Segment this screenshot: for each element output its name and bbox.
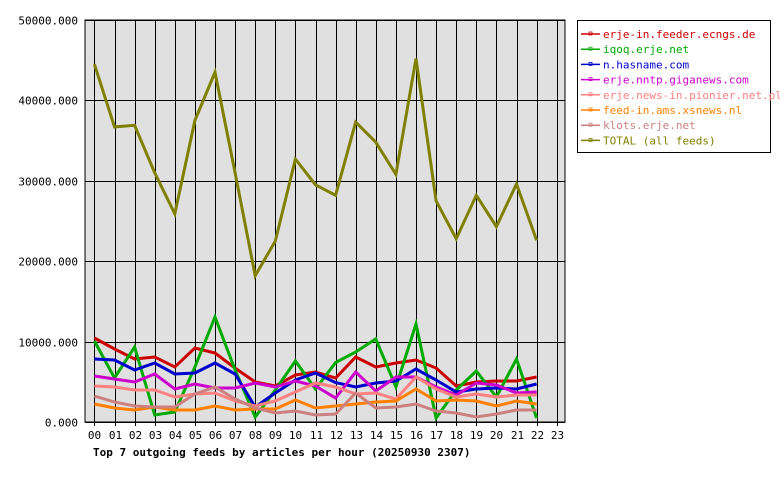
y-axis: 0.000 10000.000 20000.000 30000.000 40000.00… <box>18 15 78 430</box>
legend-marker-icon <box>588 137 593 142</box>
legend: erje-in.feeder.ecngs.de iqoq.erje.net n.ha… <box>577 20 780 153</box>
legend-label: erje.nntp.giganews.com <box>603 74 749 87</box>
x-tick-label: 15 <box>390 429 403 442</box>
series-lines <box>92 58 539 422</box>
x-tick-label: 08 <box>249 429 262 442</box>
x-tick-label: 03 <box>149 429 162 442</box>
chart-title: Top 7 outgoing feeds by articles per hou… <box>93 446 471 459</box>
plot-background <box>85 20 565 422</box>
legend-box <box>577 20 771 153</box>
legend-marker-icon <box>588 107 593 112</box>
y-tick-label: 50000.000 <box>18 15 78 28</box>
x-tick-label: 13 <box>350 429 363 442</box>
plot-frame <box>84 19 566 423</box>
x-axis: 00 01 02 03 04 05 06 07 08 09 10 11 12 13 14 15 16 17 18 19… <box>88 429 564 442</box>
x-tick-label: 21 <box>511 429 524 442</box>
x-tick-label: 04 <box>169 429 183 442</box>
legend-marker-icon <box>588 46 593 51</box>
x-tick-label: 01 <box>109 429 122 442</box>
x-tick-label: 14 <box>370 429 384 442</box>
x-tick-label: 02 <box>129 429 142 442</box>
legend-label: erje-in.feeder.ecngs.de <box>603 28 755 41</box>
x-tick-label: 19 <box>470 429 483 442</box>
x-tick-label: 07 <box>229 429 242 442</box>
legend-marker-icon <box>588 92 593 97</box>
x-tick-label: 23 <box>551 429 564 442</box>
x-tick-label: 10 <box>289 429 302 442</box>
x-tick-label: 12 <box>330 429 343 442</box>
x-tick-label: 22 <box>531 429 544 442</box>
legend-marker-icon <box>588 31 593 36</box>
x-tick-label: 16 <box>410 429 423 442</box>
y-tick-label: 0.000 <box>45 417 78 430</box>
legend-label: iqoq.erje.net <box>603 43 689 56</box>
x-tick-label: 18 <box>450 429 463 442</box>
legend-marker-icon <box>588 62 593 66</box>
legend-marker-icon <box>588 77 593 81</box>
legend-label: feed-in.ams.xsnews.nl <box>603 104 742 117</box>
legend-marker-icon <box>588 122 593 127</box>
x-tick-label: 05 <box>189 429 202 442</box>
x-tick-label: 20 <box>490 429 503 442</box>
x-tick-label: 17 <box>430 429 443 442</box>
x-tick-label: 00 <box>88 429 101 442</box>
legend-label: TOTAL (all feeds) <box>603 134 716 147</box>
x-tick-label: 11 <box>310 429 323 442</box>
y-tick-label: 30000.000 <box>18 176 78 189</box>
x-tick-label: 06 <box>209 429 222 442</box>
x-tick-label: 09 <box>269 429 282 442</box>
y-tick-label: 20000.000 <box>18 256 78 269</box>
legend-label: erje.news-in.pionier.net.pl <box>603 89 780 102</box>
legend-label: klots.erje.net <box>603 119 696 132</box>
y-tick-label: 10000.000 <box>18 337 78 350</box>
legend-label: n.hasname.com <box>603 58 689 71</box>
y-tick-label: 40000.000 <box>18 95 78 108</box>
